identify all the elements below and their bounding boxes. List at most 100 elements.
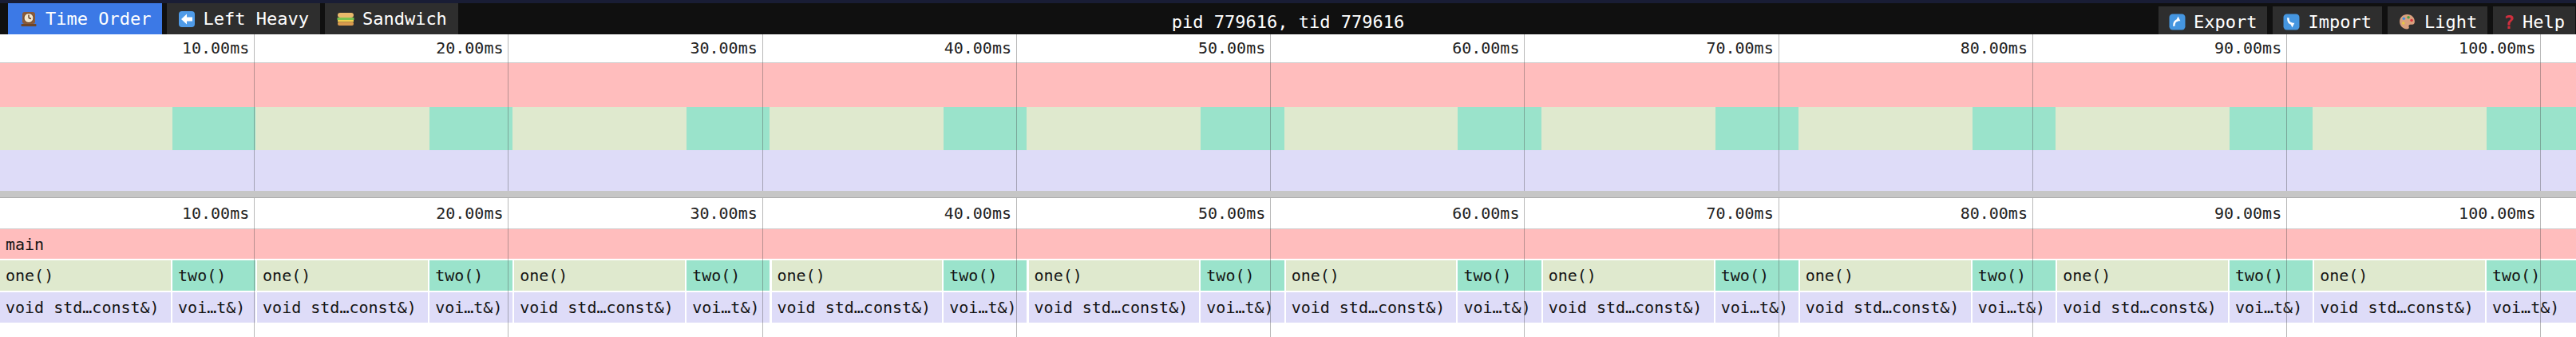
- frame-block-void[interactable]: voi…t&): [1201, 292, 1284, 323]
- minimap-two-block[interactable]: [687, 107, 770, 150]
- frame-block-main[interactable]: main: [0, 229, 2576, 259]
- minimap-two-block[interactable]: [429, 107, 512, 150]
- frame-block-void[interactable]: void std…const&): [2314, 292, 2485, 323]
- frame-block-void[interactable]: void std…const&): [1800, 292, 1971, 323]
- pane-divider: [0, 191, 2576, 198]
- frame-block-void[interactable]: void std…const&): [0, 292, 171, 323]
- frame-block-one[interactable]: one(): [772, 260, 943, 291]
- frame-block-two[interactable]: two(): [429, 260, 512, 291]
- frame-block-void[interactable]: void std…const&): [772, 292, 943, 323]
- minimap[interactable]: 10.00ms 20.00ms 30.00ms 40.00ms 50.00ms 60.00…: [0, 34, 2576, 191]
- window-title: pid 779616, tid 779616: [1172, 6, 1404, 38]
- frame-row-void: void std…const&)voi…t&)void std…const&)v…: [0, 292, 2576, 323]
- tab-label: Time Order: [46, 9, 151, 29]
- frame-block-one[interactable]: one(): [514, 260, 685, 291]
- minimap-ruler[interactable]: 10.00ms 20.00ms 30.00ms 40.00ms 50.00ms 60.00…: [0, 34, 2576, 63]
- frame-block-one[interactable]: one(): [1800, 260, 1971, 291]
- frame-block-void[interactable]: voi…t&): [2230, 292, 2313, 323]
- frame-block-two[interactable]: two(): [2487, 260, 2576, 291]
- profiler-app: Time Order Left Heavy: [0, 0, 2576, 337]
- ruler-tick-label: 50.00ms: [1198, 198, 1265, 228]
- frame-block-two[interactable]: two(): [944, 260, 1027, 291]
- frame-block-one[interactable]: one(): [1286, 260, 1457, 291]
- minimap-two-block[interactable]: [2230, 107, 2313, 150]
- left-arrow-icon: [178, 10, 196, 28]
- tab-time-order[interactable]: Time Order: [8, 3, 162, 34]
- ruler-tick-label: 40.00ms: [944, 198, 1011, 228]
- action-label: Light: [2424, 12, 2477, 32]
- frame-block-one[interactable]: one(): [257, 260, 428, 291]
- ruler-tick-label: 20.00ms: [436, 34, 503, 61]
- ruler-tick-label: 30.00ms: [690, 34, 757, 61]
- frame-block-void[interactable]: voi…t&): [687, 292, 770, 323]
- minimap-two-block[interactable]: [944, 107, 1027, 150]
- ruler-tick-label: 10.00ms: [182, 34, 249, 61]
- frame-block-one[interactable]: one(): [1029, 260, 1200, 291]
- ruler-tick-label: 40.00ms: [944, 34, 1011, 61]
- frame-block-void[interactable]: voi…t&): [1973, 292, 2056, 323]
- help-icon: ?: [2503, 12, 2515, 33]
- frame-block-one[interactable]: one(): [1543, 260, 1714, 291]
- ruler-tick-label: 60.00ms: [1452, 198, 1519, 228]
- frame-block-two[interactable]: two(): [172, 260, 255, 291]
- frame-block-one[interactable]: one(): [2314, 260, 2485, 291]
- minimap-band-void[interactable]: [0, 150, 2576, 191]
- minimap-two-block[interactable]: [1715, 107, 1798, 150]
- palette-icon: [2398, 13, 2416, 31]
- flamegraph[interactable]: 10.00ms 20.00ms 30.00ms 40.00ms 50.00ms 60.00…: [0, 198, 2576, 337]
- frame-block-void[interactable]: voi…t&): [944, 292, 1027, 323]
- minimap-two-block[interactable]: [1458, 107, 1541, 150]
- export-icon: [2169, 14, 2186, 30]
- frame-block-one[interactable]: one(): [0, 260, 171, 291]
- minimap-band-one[interactable]: [0, 107, 2576, 150]
- toolbar-actions: Export Import: [2159, 6, 2575, 38]
- export-button[interactable]: Export: [2159, 6, 2267, 38]
- ruler-tick-label: 70.00ms: [1706, 198, 1773, 228]
- frame-block-one[interactable]: one(): [2057, 260, 2228, 291]
- frame-block-two[interactable]: two(): [1973, 260, 2056, 291]
- frame-block-two[interactable]: two(): [687, 260, 770, 291]
- minimap-two-block[interactable]: [172, 107, 255, 150]
- frame-block-void[interactable]: voi…t&): [1715, 292, 1798, 323]
- import-button[interactable]: Import: [2273, 6, 2381, 38]
- ruler-tick-label: 90.00ms: [2214, 34, 2281, 61]
- frame-block-two[interactable]: two(): [2230, 260, 2313, 291]
- minimap-two-block[interactable]: [1201, 107, 1284, 150]
- import-icon: [2283, 14, 2300, 30]
- frame-block-void[interactable]: void std…const&): [514, 292, 685, 323]
- theme-toggle-button[interactable]: Light: [2388, 6, 2487, 38]
- minimap-two-block[interactable]: [2487, 107, 2576, 150]
- ruler-tick-label: 30.00ms: [690, 198, 757, 228]
- tab-left-heavy[interactable]: Left Heavy: [167, 3, 319, 34]
- sandwich-icon: [336, 10, 355, 29]
- frame-block-void[interactable]: voi…t&): [1458, 292, 1541, 323]
- action-label: Import: [2308, 12, 2371, 32]
- ruler-tick-label: 10.00ms: [182, 198, 249, 228]
- ruler-tick-label: 60.00ms: [1452, 34, 1519, 61]
- frame-block-void[interactable]: void std…const&): [2057, 292, 2228, 323]
- tab-sandwich[interactable]: Sandwich: [325, 3, 458, 34]
- view-tabs: Time Order Left Heavy: [0, 3, 458, 34]
- detail-ruler[interactable]: 10.00ms 20.00ms 30.00ms 40.00ms 50.00ms 60.00…: [0, 198, 2576, 229]
- frame-block-two[interactable]: two(): [1201, 260, 1284, 291]
- frame-block-void[interactable]: void std…const&): [1286, 292, 1457, 323]
- ruler-tick-label: 100.00ms: [2459, 34, 2535, 61]
- ruler-tick-label: 90.00ms: [2214, 198, 2281, 228]
- action-label: Help: [2523, 12, 2565, 32]
- frame-block-two[interactable]: two(): [1715, 260, 1798, 291]
- frame-block-void[interactable]: void std…const&): [1543, 292, 1714, 323]
- ruler-tick-label: 50.00ms: [1198, 34, 1265, 61]
- frame-block-void[interactable]: voi…t&): [172, 292, 255, 323]
- frame-block-void[interactable]: void std…const&): [1029, 292, 1200, 323]
- minimap-band-main[interactable]: [0, 63, 2576, 107]
- help-button[interactable]: ? Help: [2493, 6, 2575, 38]
- ruler-tick-label: 80.00ms: [1961, 198, 2028, 228]
- frame-block-void[interactable]: voi…t&): [429, 292, 512, 323]
- ruler-tick-label: 20.00ms: [436, 198, 503, 228]
- frame-block-two[interactable]: two(): [1458, 260, 1541, 291]
- frame-block-void[interactable]: voi…t&): [2487, 292, 2576, 323]
- toolbar: Time Order Left Heavy: [0, 3, 2576, 34]
- frame-block-void[interactable]: void std…const&): [257, 292, 428, 323]
- tab-label: Left Heavy: [203, 9, 308, 29]
- minimap-two-block[interactable]: [1973, 107, 2056, 150]
